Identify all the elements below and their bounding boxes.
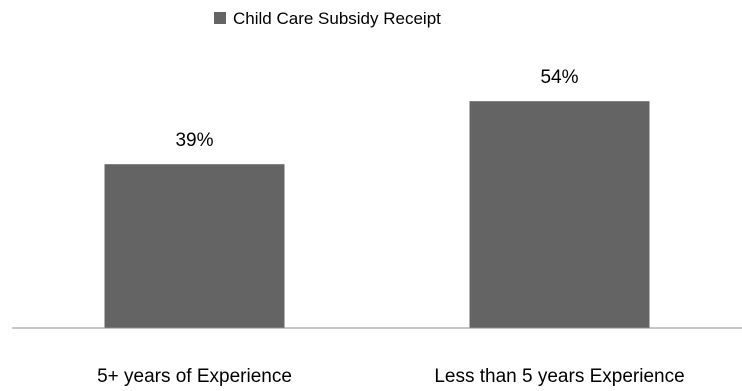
- legend-label: Child Care Subsidy Receipt: [233, 9, 441, 28]
- data-labels: 39% 54%: [175, 67, 578, 151]
- legend: Child Care Subsidy Receipt: [214, 9, 441, 28]
- legend-swatch: [214, 12, 226, 24]
- bar: [104, 164, 285, 328]
- bar: [469, 101, 650, 328]
- x-tick-label: Less than 5 years Experience: [434, 366, 684, 386]
- bars: [104, 101, 650, 328]
- data-label: 54%: [540, 67, 578, 88]
- x-tick-labels: 5+ years of Experience Less than 5 years …: [97, 366, 685, 387]
- x-tick-label: 5+ years of Experience: [97, 366, 292, 386]
- data-label: 39%: [175, 130, 213, 151]
